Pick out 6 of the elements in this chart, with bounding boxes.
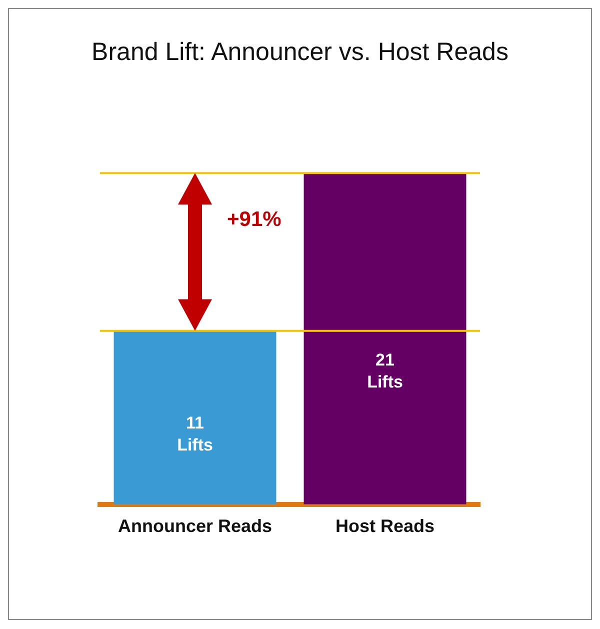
- chart-title: Brand Lift: Announcer vs. Host Reads: [90, 38, 510, 67]
- annotation: +91%: [227, 208, 282, 232]
- x-tick-label: Announcer Reads: [118, 516, 272, 536]
- data-label: 21 Lifts: [367, 350, 403, 392]
- data-label: 11 Lifts: [177, 414, 213, 455]
- x-tick-label: Host Reads: [335, 516, 435, 536]
